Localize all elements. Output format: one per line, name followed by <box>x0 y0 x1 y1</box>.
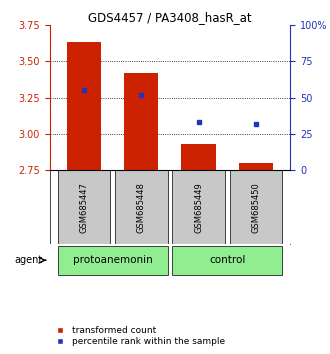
Bar <box>182 144 216 170</box>
Text: GSM685450: GSM685450 <box>251 182 260 233</box>
Legend: transformed count, percentile rank within the sample: transformed count, percentile rank withi… <box>48 322 228 349</box>
Bar <box>67 42 101 170</box>
Text: agent: agent <box>15 255 43 265</box>
Text: GSM685447: GSM685447 <box>80 182 88 233</box>
Bar <box>230 170 282 244</box>
Bar <box>172 246 282 275</box>
Text: control: control <box>209 255 246 265</box>
Title: GDS4457 / PA3408_hasR_at: GDS4457 / PA3408_hasR_at <box>88 11 252 24</box>
Bar <box>57 246 168 275</box>
Bar <box>115 170 168 244</box>
Bar <box>239 163 273 170</box>
Bar <box>172 170 225 244</box>
Text: GSM685449: GSM685449 <box>194 182 203 233</box>
Text: protoanemonin: protoanemonin <box>73 255 152 265</box>
Bar <box>124 73 158 170</box>
Text: GSM685448: GSM685448 <box>137 182 146 233</box>
Bar <box>57 170 110 244</box>
